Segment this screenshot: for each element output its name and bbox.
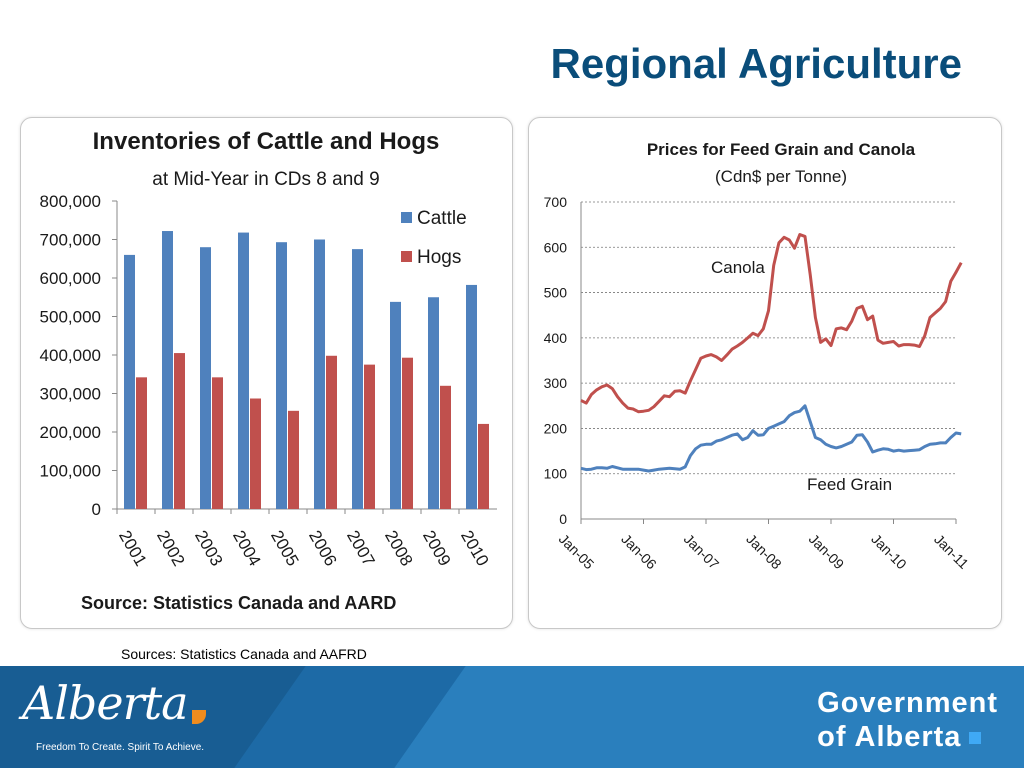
bar-y-tick-label: 600,000 [40,269,101,288]
footer-banner: Alberta Freedom To Create. Spirit To Ach… [0,666,1024,768]
bar-x-tick-label: 2001 [115,527,150,569]
feed-grain-annotation: Feed Grain [807,475,892,494]
bar-cattle-2007 [352,249,363,509]
bar-y-tick-label: 100,000 [40,462,101,481]
bar-y-tick-label: 700,000 [40,231,101,250]
series-line-canola [580,233,963,414]
line-x-tick-label: Jan-08 [743,531,785,573]
bar-x-tick-label: 2005 [267,527,302,569]
bar-chart-source: Source: Statistics Canada and AARD [81,593,396,613]
line-y-tick-label: 300 [544,375,568,391]
line-x-tick-label: Jan-10 [868,531,910,573]
bar-hogs-2003 [212,377,223,509]
bar-x-tick-label: 2008 [381,527,416,569]
line-y-tick-label: 200 [544,420,568,436]
bar-y-tick-label: 300,000 [40,385,101,404]
bar-x-tick-label: 2004 [229,527,264,569]
bar-hogs-2005 [288,410,299,509]
alberta-logo: Alberta [22,676,188,730]
line-y-tick-label: 0 [559,511,567,527]
government-line2: of Alberta [817,721,962,753]
line-y-tick-label: 600 [544,239,568,255]
bar-x-tick-label: 2006 [305,527,340,569]
government-of-alberta-wordmark: Government of Alberta [817,686,998,754]
legend-label-hogs: Hogs [417,247,461,268]
bar-hogs-2009 [440,385,451,509]
cattle-hogs-chart-panel: Inventories of Cattle and Hogs at Mid-Ye… [20,117,513,629]
legend-swatch-cattle [401,212,412,223]
bar-x-tick-label: 2002 [153,527,188,569]
government-line1: Government [817,687,998,719]
feed-grain-canola-chart-panel: Prices for Feed Grain and Canola (Cdn$ p… [528,117,1002,629]
bar-y-tick-label: 400,000 [40,346,101,365]
legend-swatch-hogs [401,251,412,262]
line-x-tick-label: Jan-09 [806,531,848,573]
bar-hogs-2001 [136,377,147,509]
bar-hogs-2007 [364,364,375,509]
bar-hogs-2008 [402,357,413,509]
bar-y-tick-label: 200,000 [40,423,101,442]
canola-annotation: Canola [711,258,765,277]
bar-cattle-2008 [390,301,401,509]
line-x-tick-label: Jan-07 [681,531,723,573]
line-x-tick-label: Jan-11 [931,531,972,572]
bar-x-tick-label: 2010 [457,527,492,569]
square-icon [969,732,982,745]
line-chart-title: Prices for Feed Grain and Canola [647,140,916,159]
bar-cattle-2010 [466,284,477,509]
line-y-tick-label: 700 [544,194,568,210]
bar-hogs-2006 [326,355,337,509]
bar-hogs-2002 [174,353,185,509]
bar-cattle-2009 [428,297,439,509]
legend-label-cattle: Cattle [417,208,467,229]
bar-cattle-2001 [124,254,135,509]
bar-hogs-2010 [478,423,489,509]
bar-y-tick-label: 800,000 [40,192,101,211]
line-y-tick-label: 400 [544,330,568,346]
line-x-tick-label: Jan-05 [556,531,598,573]
cattle-hogs-bar-chart: Inventories of Cattle and Hogs at Mid-Ye… [40,128,497,613]
slide-title: Regional Agriculture [550,40,963,87]
bar-cattle-2006 [314,239,325,509]
bar-chart-title: Inventories of Cattle and Hogs [93,128,440,155]
line-chart-subtitle: (Cdn$ per Tonne) [715,167,847,186]
line-y-tick-label: 100 [544,466,568,482]
bar-x-tick-label: 2007 [343,527,378,569]
alberta-tagline: Freedom To Create. Spirit To Achieve. [36,742,205,753]
bar-x-tick-label: 2003 [191,527,226,569]
line-x-tick-label: Jan-06 [618,531,660,573]
bar-cattle-2002 [162,231,173,509]
sources-note: Sources: Statistics Canada and AAFRD [121,646,367,662]
bar-y-tick-label: 500,000 [40,308,101,327]
bar-chart-subtitle: at Mid-Year in CDs 8 and 9 [152,169,379,190]
bar-cattle-2003 [200,247,211,509]
bar-cattle-2005 [276,242,287,509]
alberta-logo-mark-icon [192,710,206,724]
series-line-feed-grain [580,404,962,473]
bar-x-tick-label: 2009 [419,527,454,569]
line-y-tick-label: 500 [544,285,568,301]
bar-hogs-2004 [250,398,261,509]
feed-grain-canola-line-chart: Prices for Feed Grain and Canola (Cdn$ p… [544,140,972,573]
bar-y-tick-label: 0 [92,500,101,519]
bar-cattle-2004 [238,232,249,509]
